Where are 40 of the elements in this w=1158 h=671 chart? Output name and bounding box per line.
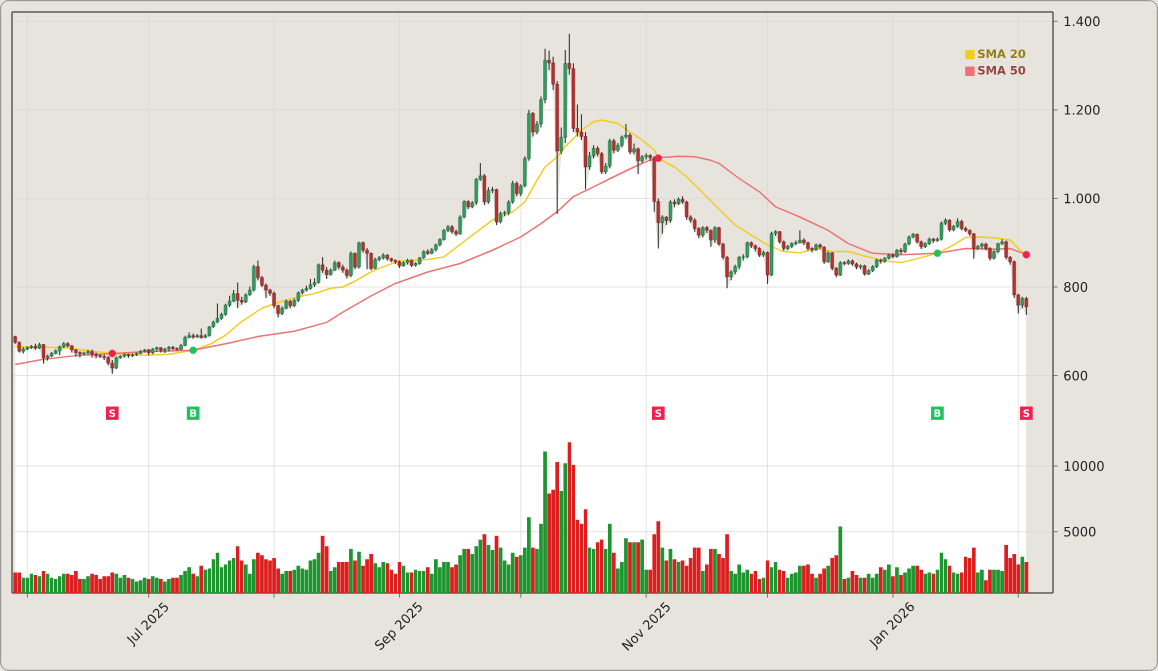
y-tick-label: 1.000: [1064, 193, 1100, 204]
candlestick: [810, 246, 814, 253]
candlestick: [531, 111, 535, 137]
point: [1022, 250, 1031, 259]
legend-label: SMA 20: [978, 49, 1026, 59]
y2-tick-label: 10000: [1064, 461, 1104, 471]
point: [933, 249, 942, 258]
y-tick-label: 1.400: [1064, 16, 1100, 27]
annotation: S: [655, 409, 662, 417]
candlestick: [599, 151, 604, 175]
y-tick-label: 1.200: [1064, 104, 1100, 115]
annotation: S: [1023, 409, 1030, 417]
y-tick-label: 800: [1064, 282, 1088, 292]
y-tick-label: 600: [1064, 370, 1088, 381]
candlestick: [899, 247, 903, 255]
candlestick: [1004, 239, 1008, 261]
candlestick: [972, 232, 976, 260]
candlestick: [74, 348, 78, 358]
candlestick: [41, 343, 46, 365]
point: [654, 154, 663, 162]
candlestick: [345, 267, 349, 280]
candlestick: [668, 199, 673, 224]
legend-label: SMA 50: [978, 65, 1026, 75]
candlestick: [349, 251, 353, 278]
point: [108, 349, 117, 358]
y2-tick-label: 5000: [1064, 526, 1096, 537]
annotation: S: [109, 409, 116, 417]
candlestick: [90, 348, 94, 358]
candlestick: [798, 229, 802, 245]
candlestick: [1024, 296, 1029, 316]
candlestick: [636, 146, 640, 175]
annotation: B: [190, 409, 197, 417]
candlestick: [765, 251, 770, 285]
candlestick: [175, 346, 179, 352]
candlestick: [94, 351, 98, 359]
candlestick: [632, 142, 636, 155]
point: [189, 346, 197, 355]
candlestick: [474, 177, 478, 206]
annotation: B: [934, 409, 941, 417]
candlestick: [252, 264, 256, 292]
